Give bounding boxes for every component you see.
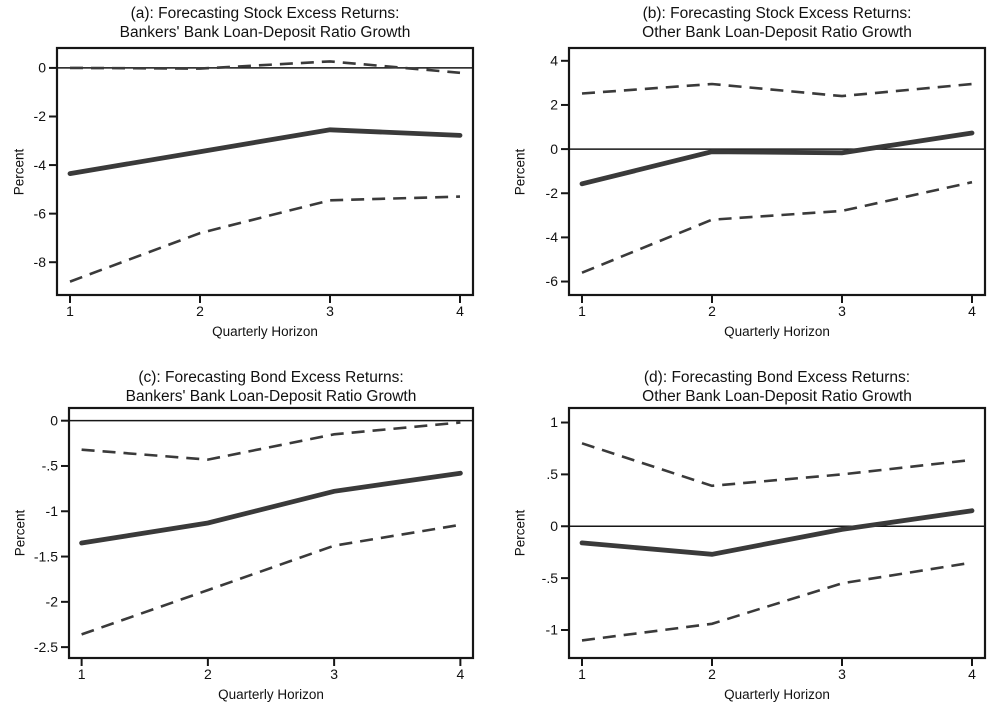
panel-d-title: (d): Forecasting Bond Excess Returns: Ot…: [569, 368, 985, 406]
d-y-tick-label: 1: [550, 414, 558, 430]
plot-d: 1 .5 0 -.5 -1 1 2 3 4: [542, 406, 987, 682]
b-upper-confidence-band-line: [581, 82, 973, 98]
d-y-tick-label: -.5: [542, 570, 559, 586]
c-x-tick-label: 4: [456, 666, 464, 682]
plot-c: 0 -.5 -1 -1.5 -2 -2.5 1 2 3 4: [34, 406, 475, 682]
b-x-tick-label: 2: [708, 303, 716, 319]
d-x-tick-label: 1: [578, 666, 586, 682]
c-upper-confidence-band-line: [81, 421, 461, 461]
c-y-tick-label: -1: [46, 503, 59, 519]
panel-a-title-line2: Bankers' Bank Loan-Deposit Ratio Growth: [119, 24, 411, 41]
panel-d-x-axis-label: Quarterly Horizon: [724, 687, 830, 702]
a-y-tick-label: -6: [34, 205, 47, 221]
panel-a: (a): Forecasting Stock Excess Returns: B…: [0, 0, 500, 355]
panel-c-title-line2: Bankers' Bank Loan-Deposit Ratio Growth: [125, 388, 417, 405]
c-plot-border: [67, 406, 475, 660]
b-x-tick-label: 4: [968, 303, 976, 319]
panel-a-title-line1: (a): Forecasting Stock Excess Returns:: [130, 5, 400, 22]
d-x-tick-label: 2: [708, 666, 716, 682]
c-y-tick-label: -1.5: [34, 548, 58, 564]
d-lower-confidence-band-line: [581, 561, 973, 642]
b-y-tick-label: 0: [550, 141, 558, 157]
panel-d-title-line2: Other Bank Loan-Deposit Ratio Growth: [642, 388, 912, 405]
b-point-estimate-line: [579, 130, 975, 187]
c-y-tick-label: 0: [50, 412, 58, 428]
plot-a: 0 -2 -4 -6 -8 1 2 3 4: [34, 46, 475, 319]
d-y-tick-label: .5: [546, 466, 558, 482]
a-y-tick-label: -2: [34, 108, 47, 124]
panel-b-title-line2: Other Bank Loan-Deposit Ratio Growth: [642, 24, 912, 41]
d-y-tick-label: -1: [546, 622, 559, 638]
a-lower-confidence-band-line: [69, 195, 461, 283]
panel-b-title: (b): Forecasting Stock Excess Returns: O…: [569, 4, 985, 42]
a-x-tick-label: 1: [66, 303, 74, 319]
b-y-tick-label: -6: [546, 273, 559, 289]
b-y-tick-label: -4: [546, 229, 559, 245]
c-x-tick-label: 3: [330, 666, 338, 682]
b-x-tick-label: 3: [838, 303, 846, 319]
d-x-tick-label: 3: [838, 666, 846, 682]
panel-b-x-axis-label: Quarterly Horizon: [724, 324, 830, 339]
panel-a-x-axis-label: Quarterly Horizon: [212, 324, 318, 339]
a-point-estimate-line: [67, 127, 463, 177]
c-x-tick-label: 1: [78, 666, 86, 682]
b-lower-confidence-band-line: [581, 180, 973, 274]
a-y-tick-label: -4: [34, 157, 47, 173]
a-x-tick-label: 3: [326, 303, 334, 319]
a-plot-border: [55, 46, 475, 297]
d-x-tick-label: 4: [968, 666, 976, 682]
d-y-tick-label: 0: [550, 518, 558, 534]
b-plot-border: [567, 46, 987, 297]
c-x-tick-label: 2: [204, 666, 212, 682]
a-x-tick-label: 2: [196, 303, 204, 319]
c-lower-confidence-band-line: [81, 523, 461, 636]
a-upper-confidence-band-line: [69, 60, 461, 75]
c-y-tick-label: -2.5: [34, 639, 58, 655]
a-y-tick-label: 0: [38, 60, 46, 76]
panel-c-title-line1: (c): Forecasting Bond Excess Returns:: [138, 369, 404, 386]
panel-d-title-line1: (d): Forecasting Bond Excess Returns:: [643, 369, 911, 386]
b-y-tick-label: -2: [546, 185, 559, 201]
d-point-estimate-line: [579, 508, 975, 557]
panel-c: (c): Forecasting Bond Excess Returns: Ba…: [0, 355, 500, 715]
panel-c-x-axis-label: Quarterly Horizon: [218, 687, 324, 702]
panel-d: (d): Forecasting Bond Excess Returns: Ot…: [500, 355, 1000, 715]
c-point-estimate-line: [79, 470, 463, 546]
d-upper-confidence-band-line: [581, 442, 973, 488]
panel-b: (b): Forecasting Stock Excess Returns: O…: [500, 0, 1000, 355]
plot-b: 4 2 0 -2 -4 -6 1 2 3 4: [546, 46, 987, 319]
b-x-tick-label: 1: [578, 303, 586, 319]
a-y-tick-label: -8: [34, 254, 47, 270]
b-y-tick-label: 2: [550, 97, 558, 113]
a-x-tick-label: 4: [456, 303, 464, 319]
c-y-tick-label: -2: [46, 594, 59, 610]
panel-b-title-line1: (b): Forecasting Stock Excess Returns:: [642, 5, 912, 22]
c-y-tick-label: -.5: [42, 458, 59, 474]
d-plot-border: [567, 406, 987, 660]
panel-a-title: (a): Forecasting Stock Excess Returns: B…: [57, 4, 473, 42]
b-y-tick-label: 4: [550, 53, 558, 69]
panel-c-title: (c): Forecasting Bond Excess Returns: Ba…: [69, 368, 473, 406]
